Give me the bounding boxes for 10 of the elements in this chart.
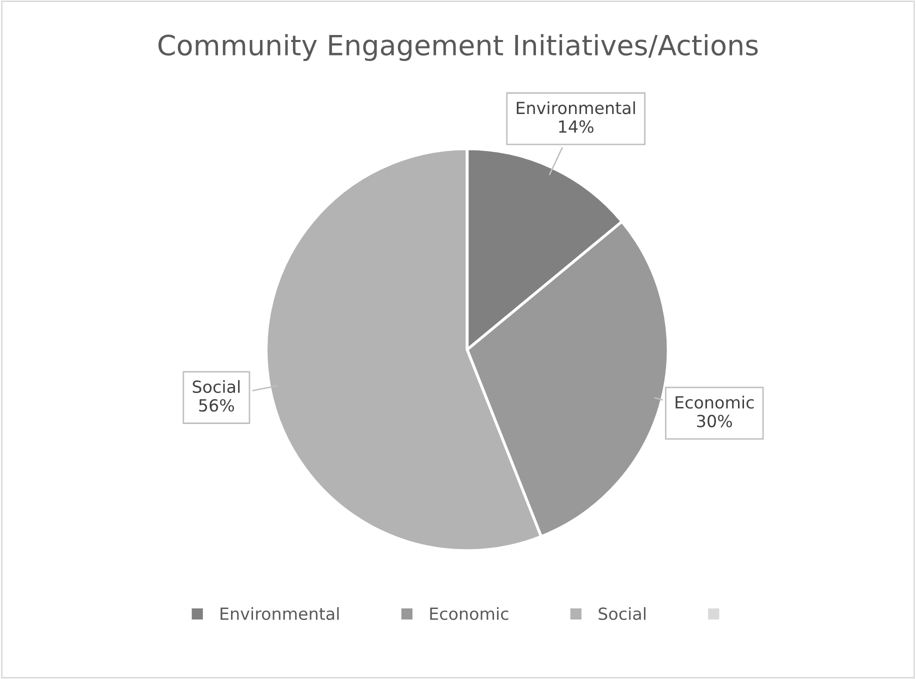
legend-label: Environmental — [220, 607, 339, 620]
chart-title: Community Engagement Initiatives/Actions — [158, 34, 758, 61]
data-label: 56% — [199, 399, 234, 412]
legend-label: Social — [598, 607, 646, 620]
slice-label: Economic — [676, 396, 754, 409]
slice-label: Environmental — [516, 101, 635, 114]
data-label: 30% — [697, 414, 732, 428]
data-label: 14% — [559, 120, 594, 133]
slice-label: Social — [192, 380, 240, 394]
legend-label: Economic — [430, 607, 508, 620]
